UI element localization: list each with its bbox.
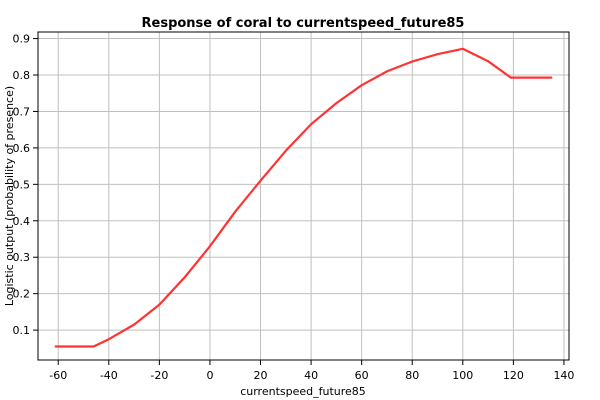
x-tick-label: 100 <box>452 369 473 382</box>
x-tick-label: 20 <box>254 369 268 382</box>
x-tick-label: 60 <box>355 369 369 382</box>
chart-title: Response of coral to currentspeed_future… <box>142 16 465 31</box>
x-tick-label: 140 <box>553 369 574 382</box>
y-tick-label: 0.3 <box>13 251 31 264</box>
x-tick-label: -40 <box>100 369 118 382</box>
series-layer <box>54 47 553 348</box>
y-tick-label: 0.7 <box>13 105 31 118</box>
y-tick-label: 0.4 <box>13 215 31 228</box>
response-curve <box>54 47 553 348</box>
grid-layer <box>38 32 569 360</box>
x-tick-label: 40 <box>304 369 318 382</box>
x-tick-label: -20 <box>150 369 168 382</box>
x-tick-label: 0 <box>206 369 213 382</box>
y-tick-label: 0.6 <box>13 142 31 155</box>
y-tick-label: 0.8 <box>13 69 31 82</box>
x-tick-label: -60 <box>49 369 67 382</box>
y-tick-label: 0.9 <box>13 33 31 46</box>
plot-frame <box>37 31 570 361</box>
x-tick-label: 120 <box>503 369 524 382</box>
tick-layer: -60 -40 -20 0 20 40 60 80 100 120 140 0.1 0.2 0.3 0.4 0… <box>13 33 575 382</box>
y-axis-label: Logistic output (probability of presence… <box>3 86 16 306</box>
x-tick-label: 80 <box>405 369 419 382</box>
y-tick-label: 0.1 <box>13 324 31 337</box>
x-axis-label: currentspeed_future85 <box>240 385 366 398</box>
y-tick-label: 0.5 <box>13 178 31 191</box>
y-tick-label: 0.2 <box>13 288 31 301</box>
